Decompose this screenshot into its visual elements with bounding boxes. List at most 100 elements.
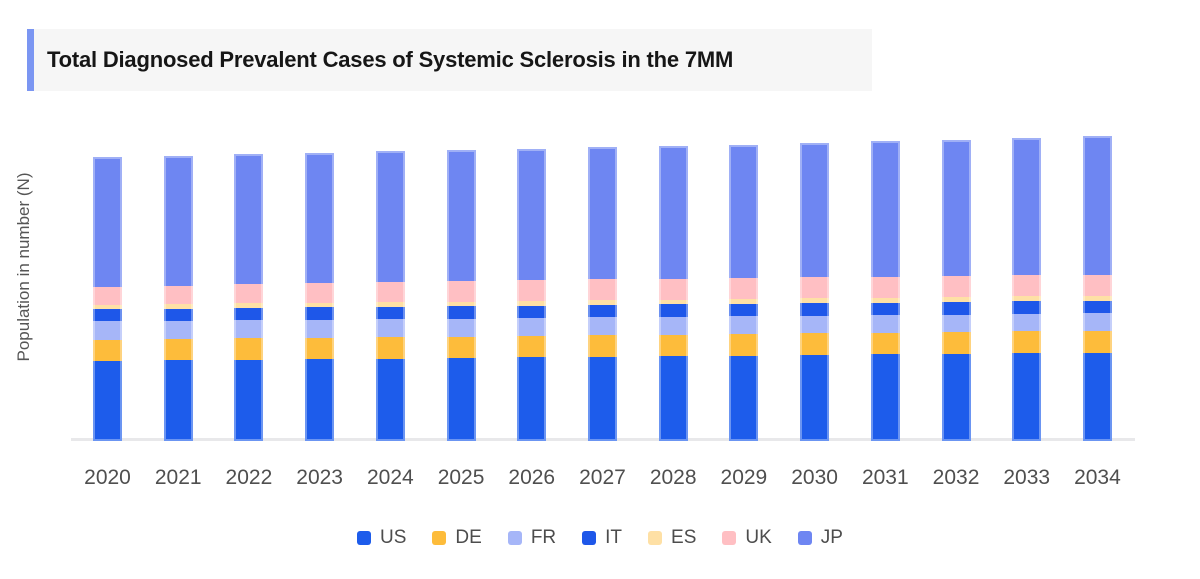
bar-segment-jp-2027[interactable]: [587, 147, 617, 280]
bar-segment-jp-2033[interactable]: [1012, 137, 1042, 276]
bar-segment-jp-2025[interactable]: [446, 150, 476, 282]
bar-segment-jp-2026[interactable]: [517, 148, 547, 281]
bar-segment-us-2027[interactable]: [587, 356, 617, 441]
bar-segment-fr-2020[interactable]: [93, 321, 122, 340]
bar-segment-es-2027[interactable]: [587, 300, 617, 305]
bar-segment-jp-2032[interactable]: [941, 139, 971, 277]
bar-segment-jp-2030[interactable]: [800, 143, 830, 278]
bar-segment-it-2026[interactable]: [517, 305, 547, 319]
legend-item-us[interactable]: US: [357, 527, 406, 549]
bar-segment-de-2028[interactable]: [658, 334, 688, 357]
bar-segment-uk-2022[interactable]: [234, 284, 264, 304]
bar-segment-uk-2029[interactable]: [729, 277, 759, 299]
bar-segment-it-2033[interactable]: [1012, 301, 1042, 314]
bar-segment-es-2029[interactable]: [729, 298, 759, 304]
bar-segment-fr-2024[interactable]: [375, 319, 405, 338]
bar-segment-fr-2027[interactable]: [587, 317, 617, 336]
bar-segment-uk-2023[interactable]: [305, 283, 335, 303]
bar-2021[interactable]: [163, 155, 193, 442]
bar-segment-jp-2028[interactable]: [658, 146, 688, 279]
bar-2033[interactable]: [1012, 137, 1042, 442]
bar-segment-fr-2021[interactable]: [163, 320, 193, 340]
bar-segment-it-2024[interactable]: [375, 306, 405, 320]
bar-2025[interactable]: [446, 150, 476, 441]
legend-item-uk[interactable]: UK: [722, 527, 772, 549]
bar-segment-jp-2023[interactable]: [305, 152, 335, 284]
bar-segment-jp-2024[interactable]: [375, 151, 405, 283]
bar-segment-uk-2032[interactable]: [941, 276, 971, 298]
bar-2023[interactable]: [305, 152, 335, 442]
bar-segment-fr-2022[interactable]: [234, 320, 264, 339]
bar-segment-jp-2022[interactable]: [234, 153, 264, 285]
bar-2022[interactable]: [234, 153, 264, 442]
bar-segment-us-2023[interactable]: [305, 359, 335, 441]
bar-segment-us-2030[interactable]: [800, 354, 830, 441]
bar-segment-it-2022[interactable]: [234, 307, 264, 321]
bar-segment-us-2034[interactable]: [1082, 352, 1112, 441]
bar-segment-it-2023[interactable]: [305, 307, 335, 320]
bar-segment-es-2030[interactable]: [800, 298, 830, 304]
bar-segment-uk-2030[interactable]: [800, 277, 830, 299]
bar-segment-uk-2027[interactable]: [587, 279, 617, 301]
bar-segment-it-2030[interactable]: [800, 303, 830, 316]
bar-segment-de-2024[interactable]: [375, 337, 405, 359]
bar-segment-fr-2030[interactable]: [800, 315, 830, 334]
bar-segment-us-2024[interactable]: [375, 358, 405, 441]
bar-2034[interactable]: [1082, 136, 1112, 441]
bar-2027[interactable]: [587, 147, 617, 441]
bar-2024[interactable]: [375, 151, 405, 441]
bar-segment-es-2033[interactable]: [1012, 296, 1042, 302]
bar-segment-de-2020[interactable]: [93, 339, 122, 361]
bar-segment-uk-2033[interactable]: [1012, 275, 1042, 297]
bar-segment-us-2022[interactable]: [234, 359, 264, 441]
bar-segment-us-2029[interactable]: [729, 355, 759, 441]
bar-2030[interactable]: [800, 143, 830, 441]
bar-segment-es-2023[interactable]: [305, 302, 335, 308]
bar-segment-fr-2023[interactable]: [305, 319, 335, 338]
bar-segment-fr-2028[interactable]: [658, 316, 688, 335]
bar-segment-it-2032[interactable]: [941, 301, 971, 315]
bar-segment-uk-2026[interactable]: [517, 280, 547, 301]
bar-2031[interactable]: [870, 141, 900, 441]
bar-segment-uk-2031[interactable]: [870, 276, 900, 298]
bar-segment-it-2031[interactable]: [870, 302, 900, 316]
bar-segment-jp-2021[interactable]: [163, 155, 193, 286]
bar-2029[interactable]: [729, 144, 759, 442]
legend-item-it[interactable]: IT: [582, 527, 622, 549]
bar-segment-us-2033[interactable]: [1012, 353, 1042, 441]
legend-item-de[interactable]: DE: [432, 527, 482, 549]
bar-segment-jp-2031[interactable]: [870, 141, 900, 277]
bar-segment-fr-2029[interactable]: [729, 316, 759, 334]
bar-segment-es-2024[interactable]: [375, 302, 405, 307]
bar-segment-us-2025[interactable]: [446, 358, 476, 441]
bar-segment-es-2028[interactable]: [658, 299, 688, 305]
bar-segment-de-2021[interactable]: [163, 339, 193, 361]
bar-2028[interactable]: [658, 146, 688, 441]
bar-segment-us-2026[interactable]: [517, 357, 547, 441]
bar-segment-it-2027[interactable]: [587, 304, 617, 318]
bar-segment-us-2021[interactable]: [163, 360, 193, 441]
bar-segment-uk-2021[interactable]: [163, 285, 193, 305]
legend-item-jp[interactable]: JP: [797, 527, 843, 549]
bar-segment-jp-2029[interactable]: [729, 144, 759, 278]
bar-segment-es-2020[interactable]: [93, 304, 122, 310]
bar-segment-de-2026[interactable]: [517, 335, 547, 358]
bar-segment-fr-2025[interactable]: [446, 318, 476, 337]
bar-segment-de-2029[interactable]: [729, 333, 759, 356]
bar-segment-it-2028[interactable]: [658, 304, 688, 317]
bar-segment-uk-2020[interactable]: [93, 286, 122, 305]
bar-segment-jp-2020[interactable]: [93, 156, 122, 287]
bar-segment-es-2026[interactable]: [517, 300, 547, 306]
bar-segment-de-2023[interactable]: [305, 337, 335, 360]
bar-segment-de-2031[interactable]: [870, 332, 900, 355]
bar-segment-fr-2026[interactable]: [517, 318, 547, 336]
bar-segment-de-2034[interactable]: [1082, 330, 1112, 353]
bar-segment-it-2025[interactable]: [446, 306, 476, 319]
bar-segment-us-2032[interactable]: [941, 353, 971, 441]
bar-segment-de-2025[interactable]: [446, 336, 476, 358]
bar-segment-fr-2032[interactable]: [941, 314, 971, 333]
bar-segment-jp-2034[interactable]: [1082, 136, 1112, 275]
bar-segment-de-2027[interactable]: [587, 335, 617, 357]
bar-segment-fr-2033[interactable]: [1012, 313, 1042, 332]
bar-segment-us-2031[interactable]: [870, 354, 900, 441]
